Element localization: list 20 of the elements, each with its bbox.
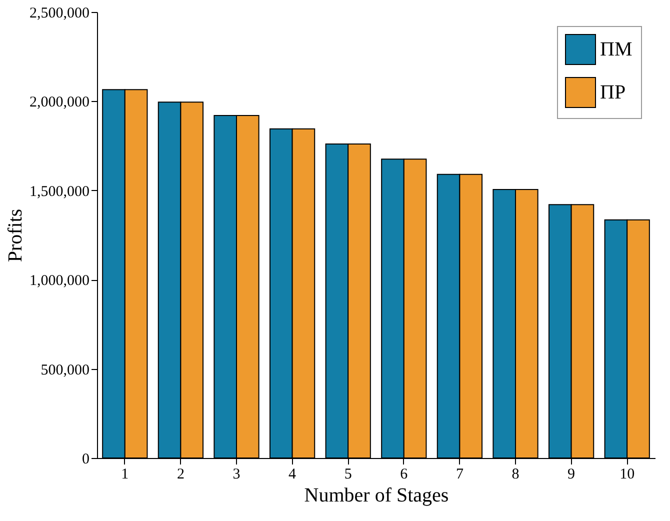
x-tick-label: 2 xyxy=(176,466,184,482)
y-tick-label: 1,000,000 xyxy=(30,273,90,290)
legend-label: ΠM xyxy=(600,38,632,60)
x-tick-label: 1 xyxy=(121,466,129,482)
x-tick-label: 6 xyxy=(400,466,408,482)
y-tick-label: 0 xyxy=(82,452,90,468)
x-tick-label: 7 xyxy=(456,466,464,482)
x-tick-label: 3 xyxy=(232,466,240,482)
y-tick-label: 2,000,000 xyxy=(30,94,90,111)
x-tick-label: 8 xyxy=(512,466,520,482)
y-axis-title: Profits xyxy=(4,208,26,262)
x-tick-label: 9 xyxy=(568,466,576,482)
x-axis-title: Number of Stages xyxy=(304,484,449,506)
x-tick-label: 10 xyxy=(620,466,635,482)
x-tick-label: 4 xyxy=(288,466,297,482)
y-tick-label: 1,500,000 xyxy=(30,184,90,200)
x-tick-label: 5 xyxy=(344,466,352,482)
y-tick-label: 500,000 xyxy=(40,362,90,378)
legend-label: ΠP xyxy=(600,82,626,104)
y-tick-label: 2,500,000 xyxy=(30,6,90,22)
